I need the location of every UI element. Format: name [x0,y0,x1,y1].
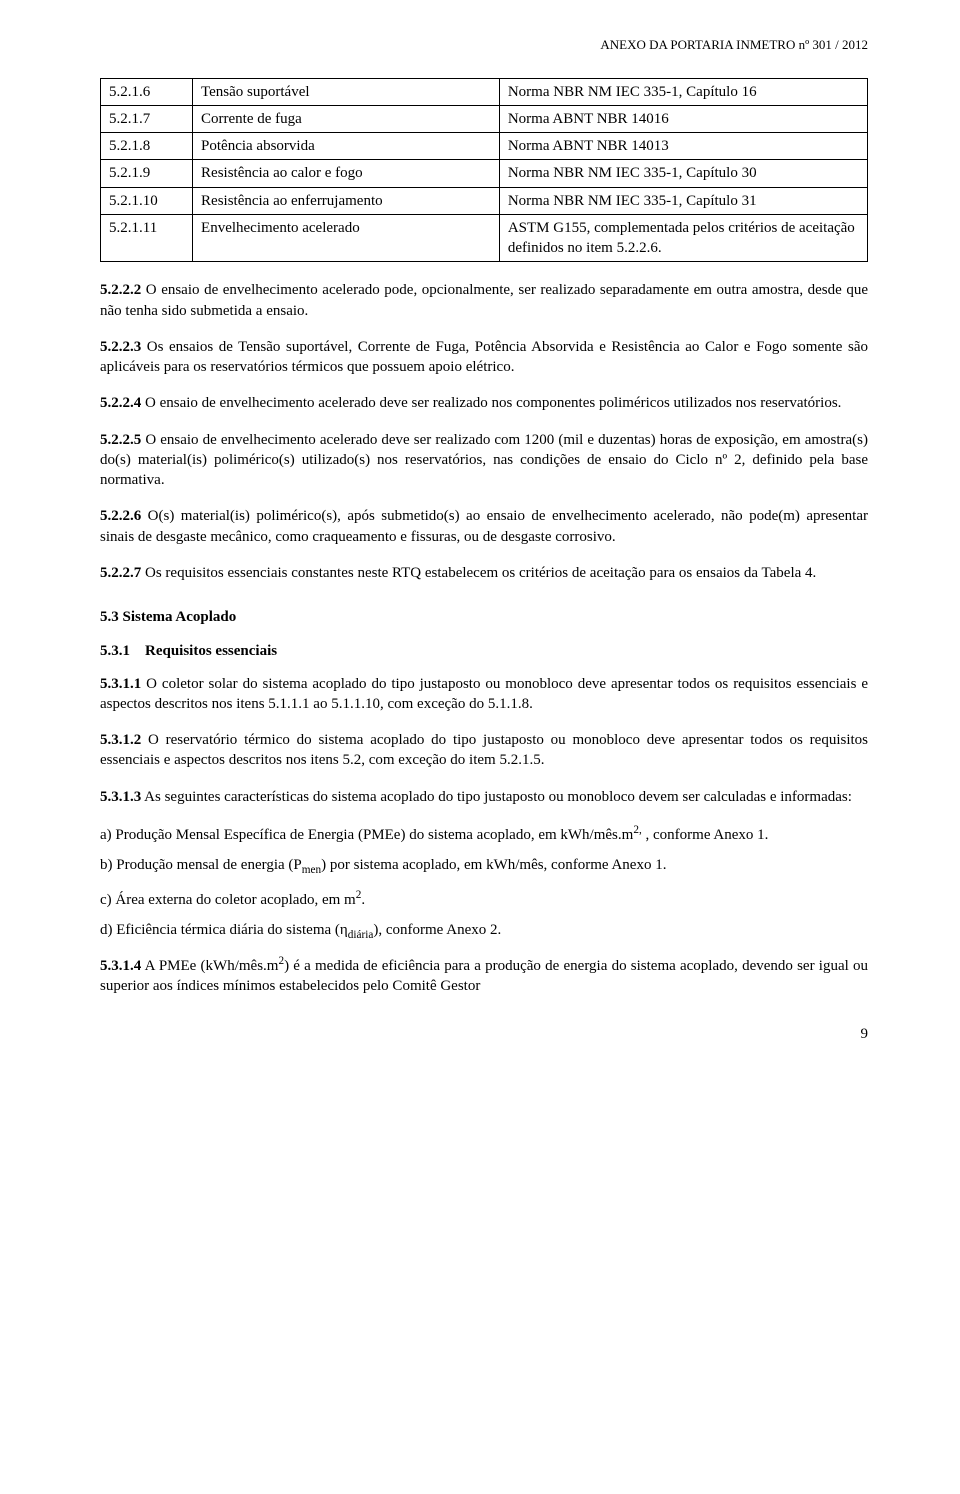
superscript: 2, [633,824,641,836]
li-text: ), conforme Anexo 2. [373,922,501,938]
cell-test: Resistência ao calor e fogo [193,160,500,187]
para-lead: 5.2.2.2 [100,282,141,298]
para-lead: 5.2.2.7 [100,565,141,581]
table-row: 5.2.1.8 Potência absorvida Norma ABNT NB… [101,133,868,160]
page-number: 9 [100,1024,868,1044]
cell-norm: Norma NBR NM IEC 335-1, Capítulo 30 [499,160,867,187]
para-lead: 5.3.1.2 [100,732,141,748]
standards-table: 5.2.1.6 Tensão suportável Norma NBR NM I… [100,78,868,263]
li-text: a) Produção Mensal Específica de Energia… [100,827,633,843]
cell-num: 5.2.1.11 [101,214,193,262]
li-text: . [361,892,365,908]
cell-num: 5.2.1.9 [101,160,193,187]
subscript: men [302,864,321,876]
li-text: , conforme Anexo 1. [642,827,769,843]
cell-test: Tensão suportável [193,78,500,105]
section-531-title: 5.3.1 Requisitos essenciais [100,641,868,661]
para-lead: 5.3.1.4 [100,958,141,974]
paragraph-5226: 5.2.2.6 O(s) material(is) polimérico(s),… [100,506,868,547]
list-item-d: d) Eficiência térmica diária do sistema … [100,920,868,943]
paragraph-5224: 5.2.2.4 O ensaio de envelhecimento acele… [100,393,868,413]
para-lead: 5.2.2.6 [100,508,141,524]
table-row: 5.2.1.9 Resistência ao calor e fogo Norm… [101,160,868,187]
table-row: 5.2.1.11 Envelhecimento acelerado ASTM G… [101,214,868,262]
para-body: Os requisitos essenciais constantes nest… [141,565,816,581]
paragraph-5222: 5.2.2.2 O ensaio de envelhecimento acele… [100,280,868,321]
para-body: O ensaio de envelhecimento acelerado pod… [100,282,868,318]
paragraph-5312: 5.3.1.2 O reservatório térmico do sistem… [100,730,868,771]
cell-test: Potência absorvida [193,133,500,160]
li-text: b) Produção mensal de energia (P [100,857,302,873]
para-lead: 5.2.2.3 [100,339,141,355]
para-body: O(s) material(is) polimérico(s), após su… [100,508,868,544]
para-lead: 5.3.1.3 [100,789,141,805]
cell-test: Resistência ao enferrujamento [193,187,500,214]
document-header-annex: ANEXO DA PORTARIA INMETRO nº 301 / 2012 [100,36,868,54]
cell-test: Corrente de fuga [193,105,500,132]
para-lead: 5.2.2.5 [100,432,141,448]
cell-norm: ASTM G155, complementada pelos critérios… [499,214,867,262]
list-item-c: c) Área externa do coletor acoplado, em … [100,888,868,910]
para-body: O reservatório térmico do sistema acopla… [100,732,868,768]
paragraph-5227: 5.2.2.7 Os requisitos essenciais constan… [100,563,868,583]
para-body: O coletor solar do sistema acoplado do t… [100,676,868,712]
li-text: c) Área externa do coletor acoplado, em … [100,892,356,908]
cell-norm: Norma NBR NM IEC 335-1, Capítulo 16 [499,78,867,105]
para-body: Os ensaios de Tensão suportável, Corrent… [100,339,868,375]
table-row: 5.2.1.10 Resistência ao enferrujamento N… [101,187,868,214]
cell-norm: Norma ABNT NBR 14016 [499,105,867,132]
paragraph-5225: 5.2.2.5 O ensaio de envelhecimento acele… [100,430,868,491]
cell-num: 5.2.1.8 [101,133,193,160]
cell-norm: Norma ABNT NBR 14013 [499,133,867,160]
subscript: diária [348,929,374,941]
table-row: 5.2.1.6 Tensão suportável Norma NBR NM I… [101,78,868,105]
para-body: A PMEe (kWh/mês.m [141,958,278,974]
li-text: ) por sistema acoplado, em kWh/mês, conf… [321,857,666,873]
paragraph-5311: 5.3.1.1 O coletor solar do sistema acopl… [100,674,868,715]
cell-num: 5.2.1.7 [101,105,193,132]
li-text: d) Eficiência térmica diária do sistema … [100,922,348,938]
para-lead: 5.2.2.4 [100,395,141,411]
cell-test: Envelhecimento acelerado [193,214,500,262]
paragraph-5313: 5.3.1.3 As seguintes características do … [100,787,868,807]
cell-num: 5.2.1.10 [101,187,193,214]
table-row: 5.2.1.7 Corrente de fuga Norma ABNT NBR … [101,105,868,132]
para-lead: 5.3.1.1 [100,676,141,692]
list-item-a: a) Produção Mensal Específica de Energia… [100,823,868,845]
paragraph-5314: 5.3.1.4 A PMEe (kWh/mês.m2) é a medida d… [100,954,868,997]
paragraph-5223: 5.2.2.3 Os ensaios de Tensão suportável,… [100,337,868,378]
cell-norm: Norma NBR NM IEC 335-1, Capítulo 31 [499,187,867,214]
section-53-title: 5.3 Sistema Acoplado [100,607,868,627]
para-body: O ensaio de envelhecimento acelerado dev… [100,432,868,489]
list-item-b: b) Produção mensal de energia (Pmen) por… [100,855,868,878]
para-body: As seguintes características do sistema … [141,789,852,805]
para-body: O ensaio de envelhecimento acelerado dev… [141,395,841,411]
cell-num: 5.2.1.6 [101,78,193,105]
